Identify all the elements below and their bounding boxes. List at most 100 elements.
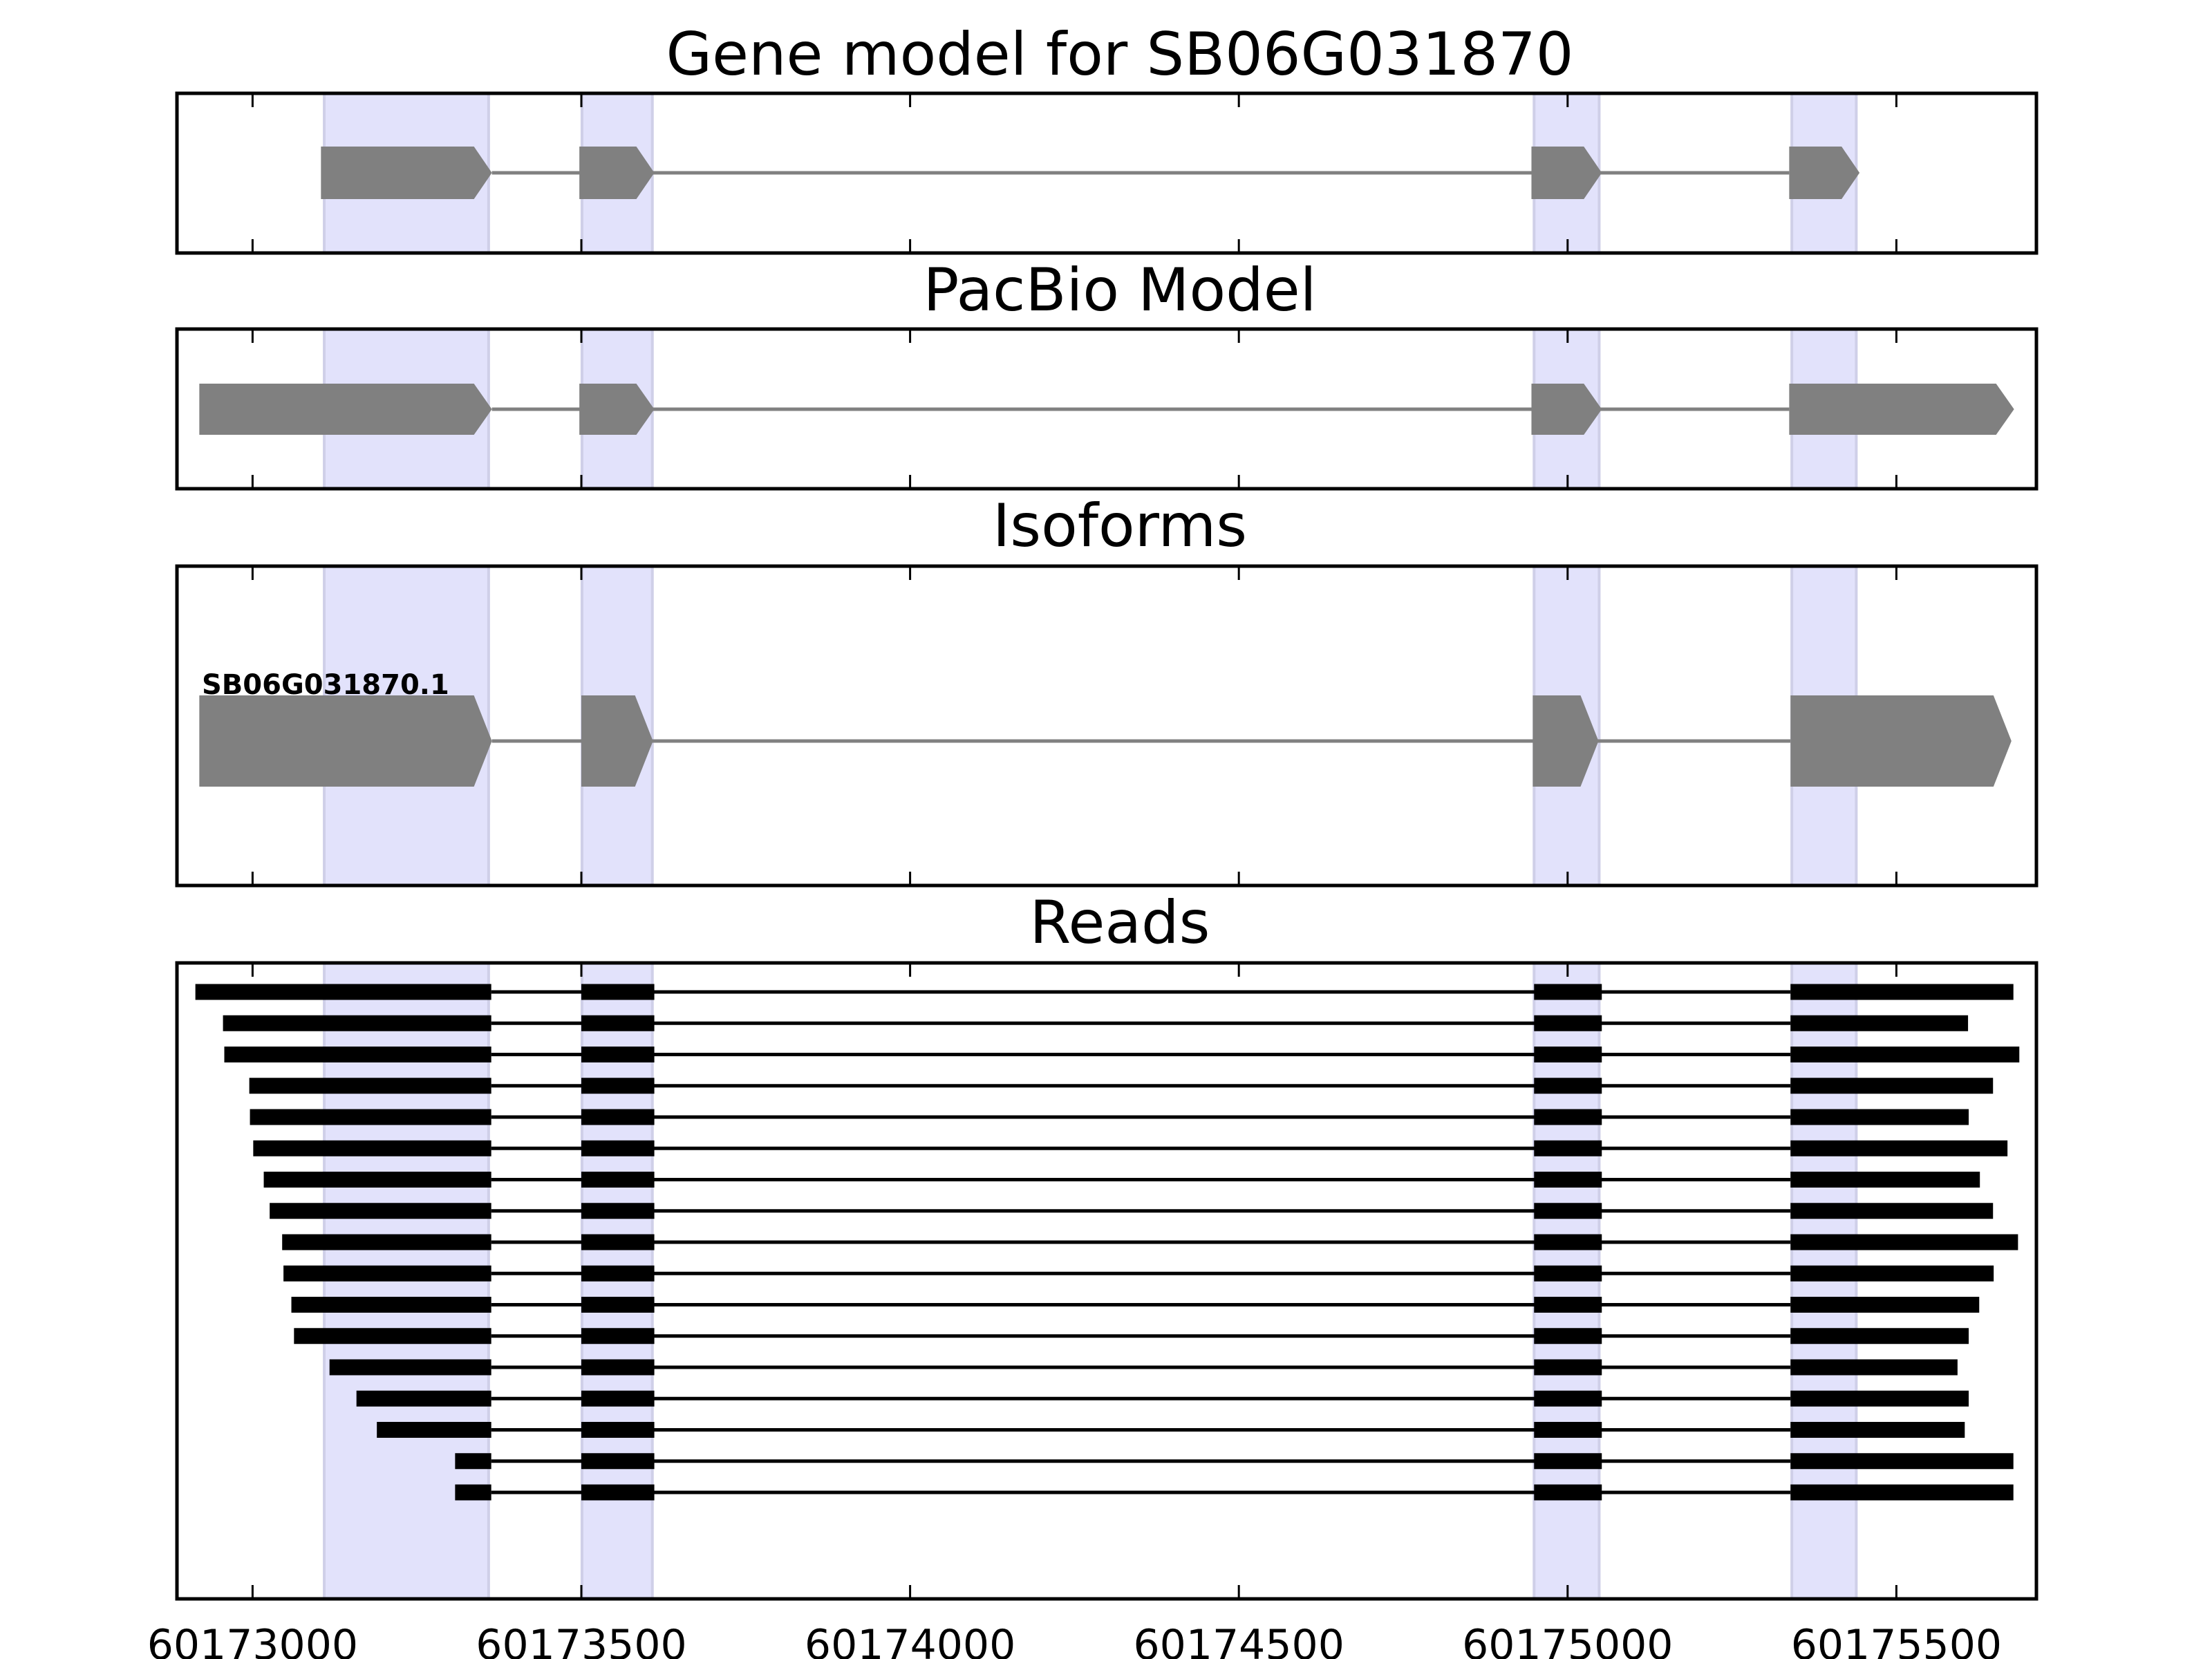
read-block	[1790, 1234, 2018, 1250]
read-block	[1790, 1047, 2020, 1062]
read-block	[1534, 1328, 1602, 1344]
read-block	[1534, 1078, 1602, 1094]
panel-title-pacbio: PacBio Model	[923, 256, 1316, 325]
read-block	[1790, 1359, 1958, 1376]
exon	[1533, 695, 1599, 787]
read-block	[1790, 1078, 1994, 1094]
read-block	[581, 1109, 655, 1125]
read-block	[581, 1203, 655, 1219]
read-block	[1534, 1359, 1602, 1376]
x-tick-label: 60174000	[805, 1621, 1015, 1659]
panel-title-reads: Reads	[1030, 888, 1210, 957]
exon	[199, 695, 492, 787]
exon	[321, 147, 492, 199]
read-block	[195, 984, 491, 1000]
read	[249, 1078, 1994, 1094]
read-block	[1534, 1453, 1602, 1470]
read-block	[581, 1265, 655, 1282]
read-block	[377, 1422, 491, 1438]
read-block	[1790, 1390, 1969, 1407]
read-block	[291, 1297, 491, 1313]
read	[270, 1203, 1994, 1219]
read	[283, 1265, 1994, 1282]
read-block	[1790, 1484, 2014, 1501]
read-block	[455, 1484, 491, 1501]
panel-title-gene-model: Gene model for SB06G031870	[666, 20, 1574, 89]
read-block	[1534, 984, 1602, 1000]
read	[224, 1047, 2020, 1062]
read-block	[581, 1015, 655, 1031]
read-block	[581, 1297, 655, 1313]
read	[282, 1234, 2018, 1250]
read-block	[1790, 984, 2014, 1000]
read-block	[253, 1140, 491, 1156]
read-block	[356, 1390, 491, 1407]
read-block	[581, 1078, 655, 1094]
read-block	[1534, 1109, 1602, 1125]
read-block	[581, 1328, 655, 1344]
read	[223, 1015, 1969, 1031]
panel-frame	[175, 961, 2038, 1601]
read-block	[581, 1172, 655, 1188]
read	[253, 1140, 2008, 1156]
exon	[1789, 147, 1860, 199]
exon	[1789, 384, 2014, 435]
read-block	[1790, 1140, 2008, 1156]
read-block	[263, 1172, 491, 1188]
read-block	[329, 1359, 491, 1376]
read-block	[1534, 1172, 1602, 1188]
read-block	[1534, 1015, 1602, 1031]
read-block	[1790, 1453, 2014, 1470]
read-block	[1790, 1109, 1969, 1125]
read-block	[1534, 1203, 1602, 1219]
panel-0	[175, 91, 2038, 255]
read-block	[581, 1234, 655, 1250]
read-block	[1534, 1140, 1602, 1156]
read-block	[1534, 1422, 1602, 1438]
read-block	[1534, 1297, 1602, 1313]
panel-frame	[175, 564, 2038, 888]
read-block	[1790, 1015, 1969, 1031]
read-block	[1534, 1047, 1602, 1062]
read-block	[1790, 1172, 1980, 1188]
read	[195, 984, 2014, 1000]
read	[263, 1172, 1980, 1188]
read-block	[581, 984, 655, 1000]
read	[294, 1328, 1969, 1344]
exon	[579, 147, 655, 199]
read-block	[270, 1203, 491, 1219]
panel-frame	[175, 327, 2038, 491]
read-block	[1534, 1265, 1602, 1282]
read-block	[223, 1015, 491, 1031]
x-tick-label: 60174500	[1133, 1621, 1344, 1659]
read-block	[1790, 1297, 1980, 1313]
read-block	[581, 1484, 655, 1501]
panel-3	[175, 961, 2038, 1601]
x-tick-label: 60175500	[1791, 1621, 2002, 1659]
read	[291, 1297, 1980, 1313]
read-block	[224, 1047, 491, 1062]
read	[250, 1109, 1969, 1125]
read-block	[581, 1140, 655, 1156]
read-block	[455, 1453, 491, 1470]
panel-1	[175, 327, 2038, 491]
exon	[1790, 695, 2012, 787]
read-block	[283, 1265, 491, 1282]
read	[356, 1390, 1969, 1407]
exon	[1531, 384, 1602, 435]
read	[455, 1453, 2014, 1470]
panel-title-isoforms: Isoforms	[993, 491, 1247, 561]
read-block	[1534, 1484, 1602, 1501]
x-tick-label: 60175000	[1462, 1621, 1673, 1659]
read-block	[250, 1109, 491, 1125]
read-block	[1790, 1203, 1994, 1219]
exon	[199, 384, 492, 435]
read-block	[1534, 1390, 1602, 1407]
x-tick-label: 60173000	[147, 1621, 358, 1659]
read	[455, 1484, 2014, 1501]
read-block	[581, 1422, 655, 1438]
read-block	[1790, 1265, 1994, 1282]
read	[377, 1422, 1965, 1438]
read-block	[581, 1359, 655, 1376]
